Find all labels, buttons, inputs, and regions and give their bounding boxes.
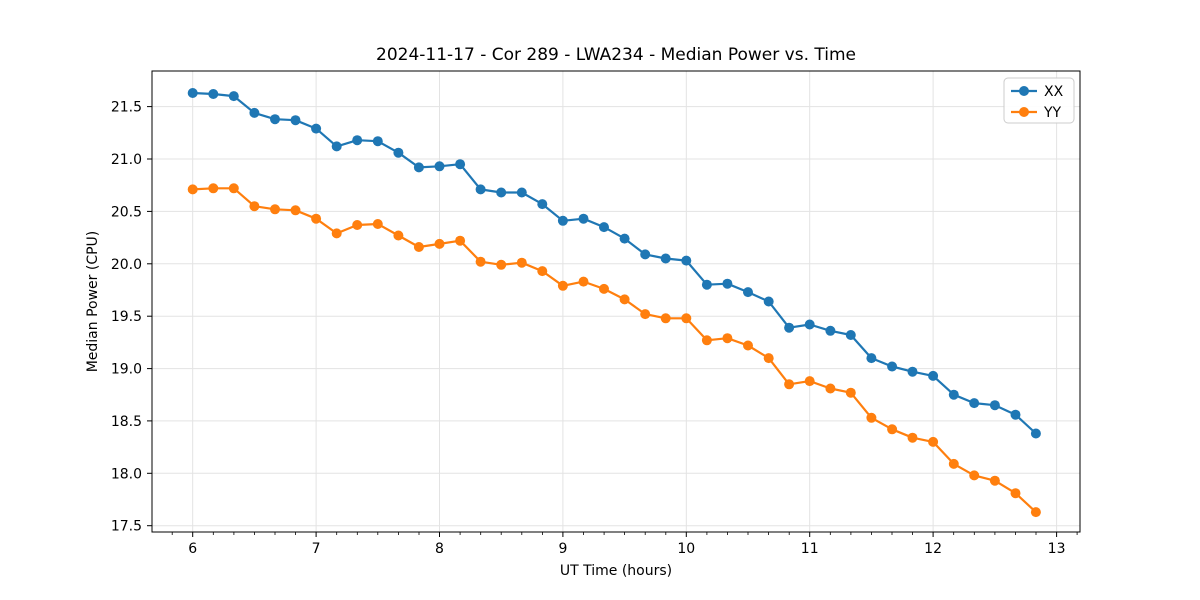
svg-text:9: 9: [558, 541, 567, 557]
svg-text:18.0: 18.0: [111, 466, 142, 482]
svg-text:7: 7: [312, 541, 321, 557]
x-tick-labels: 6 7 8 9 10 11 12 13: [188, 541, 1065, 557]
series-XX-markers: [187, 88, 1041, 439]
x-major-ticks: [192, 532, 1058, 537]
legend-entry-YY: YY: [1011, 105, 1062, 121]
svg-text:17.5: 17.5: [111, 519, 142, 535]
svg-text:10: 10: [677, 541, 695, 557]
svg-text:13: 13: [1048, 541, 1066, 557]
legend-box: [1003, 77, 1075, 124]
legend-marker: [1019, 107, 1029, 117]
svg-text:20.5: 20.5: [111, 204, 142, 220]
svg-text:20.0: 20.0: [111, 257, 142, 273]
svg-text:18.5: 18.5: [111, 414, 142, 430]
svg-text:8: 8: [435, 541, 444, 557]
x-minor-ticks: [171, 532, 1078, 535]
y-axis-label: Median Power (CPU): [85, 231, 101, 373]
svg-text:11: 11: [801, 541, 819, 557]
legend-label: XX: [1044, 84, 1064, 100]
legend-marker: [1019, 86, 1029, 96]
svg-text:19.5: 19.5: [111, 309, 142, 325]
legend-entry-XX: XX: [1011, 84, 1064, 100]
svg-text:12: 12: [924, 541, 942, 557]
y-gridlines: [152, 106, 1080, 527]
y-major-ticks: [147, 106, 152, 527]
legend-label: YY: [1043, 105, 1062, 121]
chart-title: 2024-11-17 - Cor 289 - LWA234 - Median P…: [376, 45, 856, 65]
y-tick-labels: 17.5 18.0 18.5 19.0 19.5 20.0 20.5 21.0 21.5: [111, 100, 142, 535]
svg-text:21.0: 21.0: [111, 152, 142, 168]
x-axis-label: UT Time (hours): [560, 563, 672, 579]
svg-text:19.0: 19.0: [111, 362, 142, 378]
plot-area: [152, 71, 1080, 532]
svg-text:6: 6: [188, 541, 197, 557]
axes-spines: [151, 70, 1081, 533]
x-gridlines: [192, 71, 1058, 532]
legend: XX YY: [1003, 77, 1075, 124]
series-YY-markers: [187, 183, 1041, 518]
svg-text:21.5: 21.5: [111, 100, 142, 116]
